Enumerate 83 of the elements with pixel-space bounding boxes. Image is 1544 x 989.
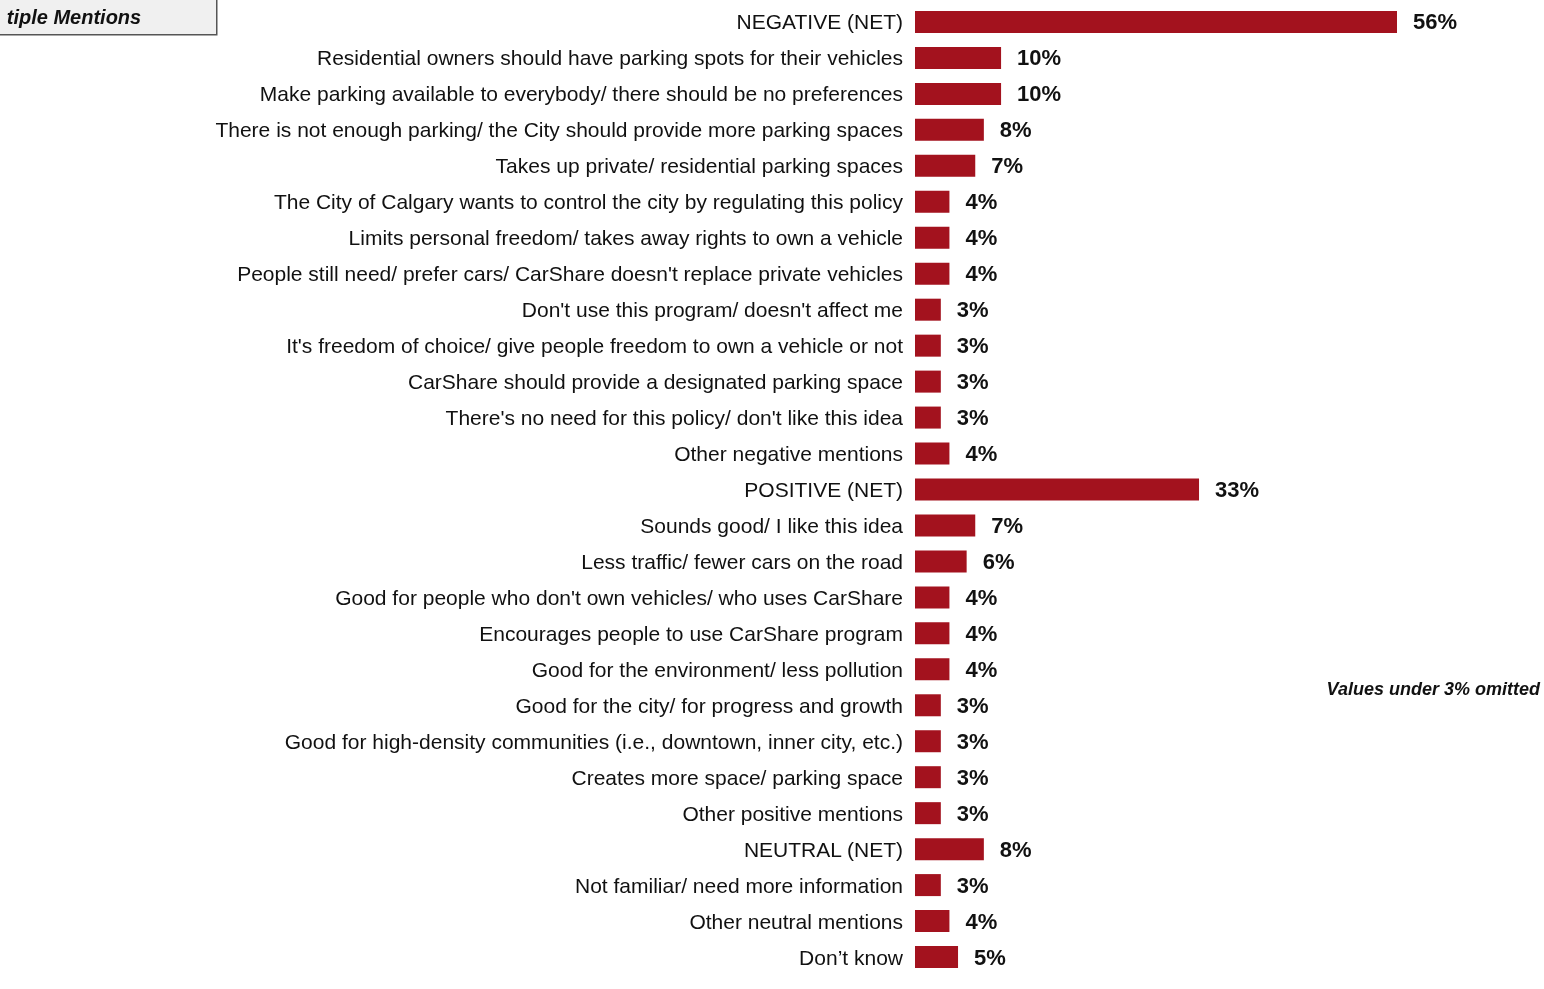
data-label: 33% (1215, 477, 1260, 502)
bar (915, 622, 950, 645)
bar (915, 154, 976, 177)
y-tick-label: Residential owners should have parking spots for their vehicles (317, 46, 903, 70)
data-label: 3% (956, 297, 989, 323)
bar (915, 10, 1397, 33)
data-label: 3% (956, 800, 989, 826)
data-label: 10% (1017, 45, 1062, 71)
y-tick-label: Don’t know (799, 945, 904, 969)
data-label: 4% (965, 225, 998, 251)
data-label: 5% (974, 944, 1006, 970)
y-tick-label: Good for the environment/ less pollution (531, 657, 903, 681)
y-tick-label: Good for people who don't own vehicles/ who uses CarShare (335, 585, 903, 609)
bar (915, 262, 950, 285)
y-tick-label: Don't use this program/ doesn't affect me (521, 298, 903, 322)
data-label: 6% (982, 548, 1015, 574)
data-label: 4% (965, 656, 998, 682)
bar (915, 82, 1002, 105)
data-label: 3% (956, 872, 989, 898)
y-tick-label: Make parking available to everybody/ there should be no preferences (259, 82, 903, 106)
bar (915, 694, 941, 717)
bar (915, 766, 941, 789)
data-label: 8% (999, 836, 1032, 862)
y-tick-label: POSITIVE (NET) (744, 478, 903, 501)
y-tick-label: NEGATIVE (NET) (736, 10, 903, 34)
y-tick-label: Creates more space/ parking space (571, 765, 903, 789)
bar (915, 730, 941, 753)
data-label: 3% (956, 728, 989, 754)
bar (915, 802, 941, 825)
data-label: 4% (965, 908, 998, 934)
data-label: 3% (956, 369, 989, 395)
bar (915, 478, 1200, 501)
bar (915, 586, 950, 609)
y-tick-label: Takes up private/ residential parking spaces (495, 154, 903, 178)
data-label: 4% (965, 584, 998, 610)
data-label: 4% (965, 441, 998, 467)
y-tick-label: CarShare should provide a designated parking space (408, 370, 903, 394)
y-tick-label: Good for high-density communities (i.e., downtown, inner city, etc.) (284, 729, 903, 753)
y-tick-label: Not familiar/ need more information (575, 873, 903, 897)
y-tick-label: It's freedom of choice/ give people freedom to own a vehicle or not (286, 334, 904, 358)
bar (915, 658, 950, 681)
data-label: 3% (956, 333, 989, 359)
data-label: 3% (956, 405, 989, 431)
bar (915, 226, 950, 249)
y-tick-label: Limits personal freedom/ takes away rights to own a vehicle (348, 226, 903, 250)
bar (915, 190, 950, 213)
y-tick-label: Other neutral mentions (689, 909, 903, 933)
bar (915, 874, 941, 897)
bar (915, 118, 984, 141)
y-tick-label: The City of Calgary wants to control the city by regulating this policy (273, 190, 904, 214)
data-label: 4% (965, 189, 998, 215)
data-label: 56% (1413, 9, 1458, 35)
data-label: 4% (965, 261, 998, 287)
data-label: 3% (956, 692, 989, 718)
y-tick-label: Sounds good/ I like this idea (640, 513, 904, 537)
bar (915, 370, 941, 393)
bar (915, 334, 941, 357)
data-label: 4% (965, 620, 998, 646)
y-tick-label: Other positive mentions (682, 801, 903, 825)
bar (915, 298, 941, 321)
bar (915, 442, 950, 465)
y-tick-label: There is not enough parking/ the City should provide more parking spaces (215, 118, 903, 142)
y-tick-label: Less traffic/ fewer cars on the road (581, 549, 903, 573)
data-label: 3% (956, 764, 989, 790)
bar (915, 838, 984, 861)
y-tick-label: Other negative mentions (674, 442, 903, 466)
data-label: 7% (991, 512, 1024, 538)
y-tick-label: There's no need for this policy/ don't like this idea (445, 406, 904, 430)
data-label: 7% (991, 153, 1024, 179)
annotation: Values under 3% omitted (1326, 679, 1541, 699)
bar (915, 910, 950, 933)
data-label: 10% (1017, 81, 1062, 107)
data-label: 8% (999, 117, 1032, 143)
bar (915, 550, 967, 573)
y-tick-label: Encourages people to use CarShare program (479, 621, 903, 645)
y-tick-label: NEUTRAL (NET) (743, 837, 903, 861)
bar (915, 946, 959, 969)
y-tick-label: People still need/ prefer cars/ CarShare doesn't replace private vehicles (237, 262, 903, 286)
text: tiple Mentions (6, 5, 142, 28)
bar (915, 406, 941, 429)
bar (915, 514, 976, 537)
y-tick-label: Good for the city/ for progress and growth (515, 693, 903, 717)
bar (915, 46, 1002, 69)
